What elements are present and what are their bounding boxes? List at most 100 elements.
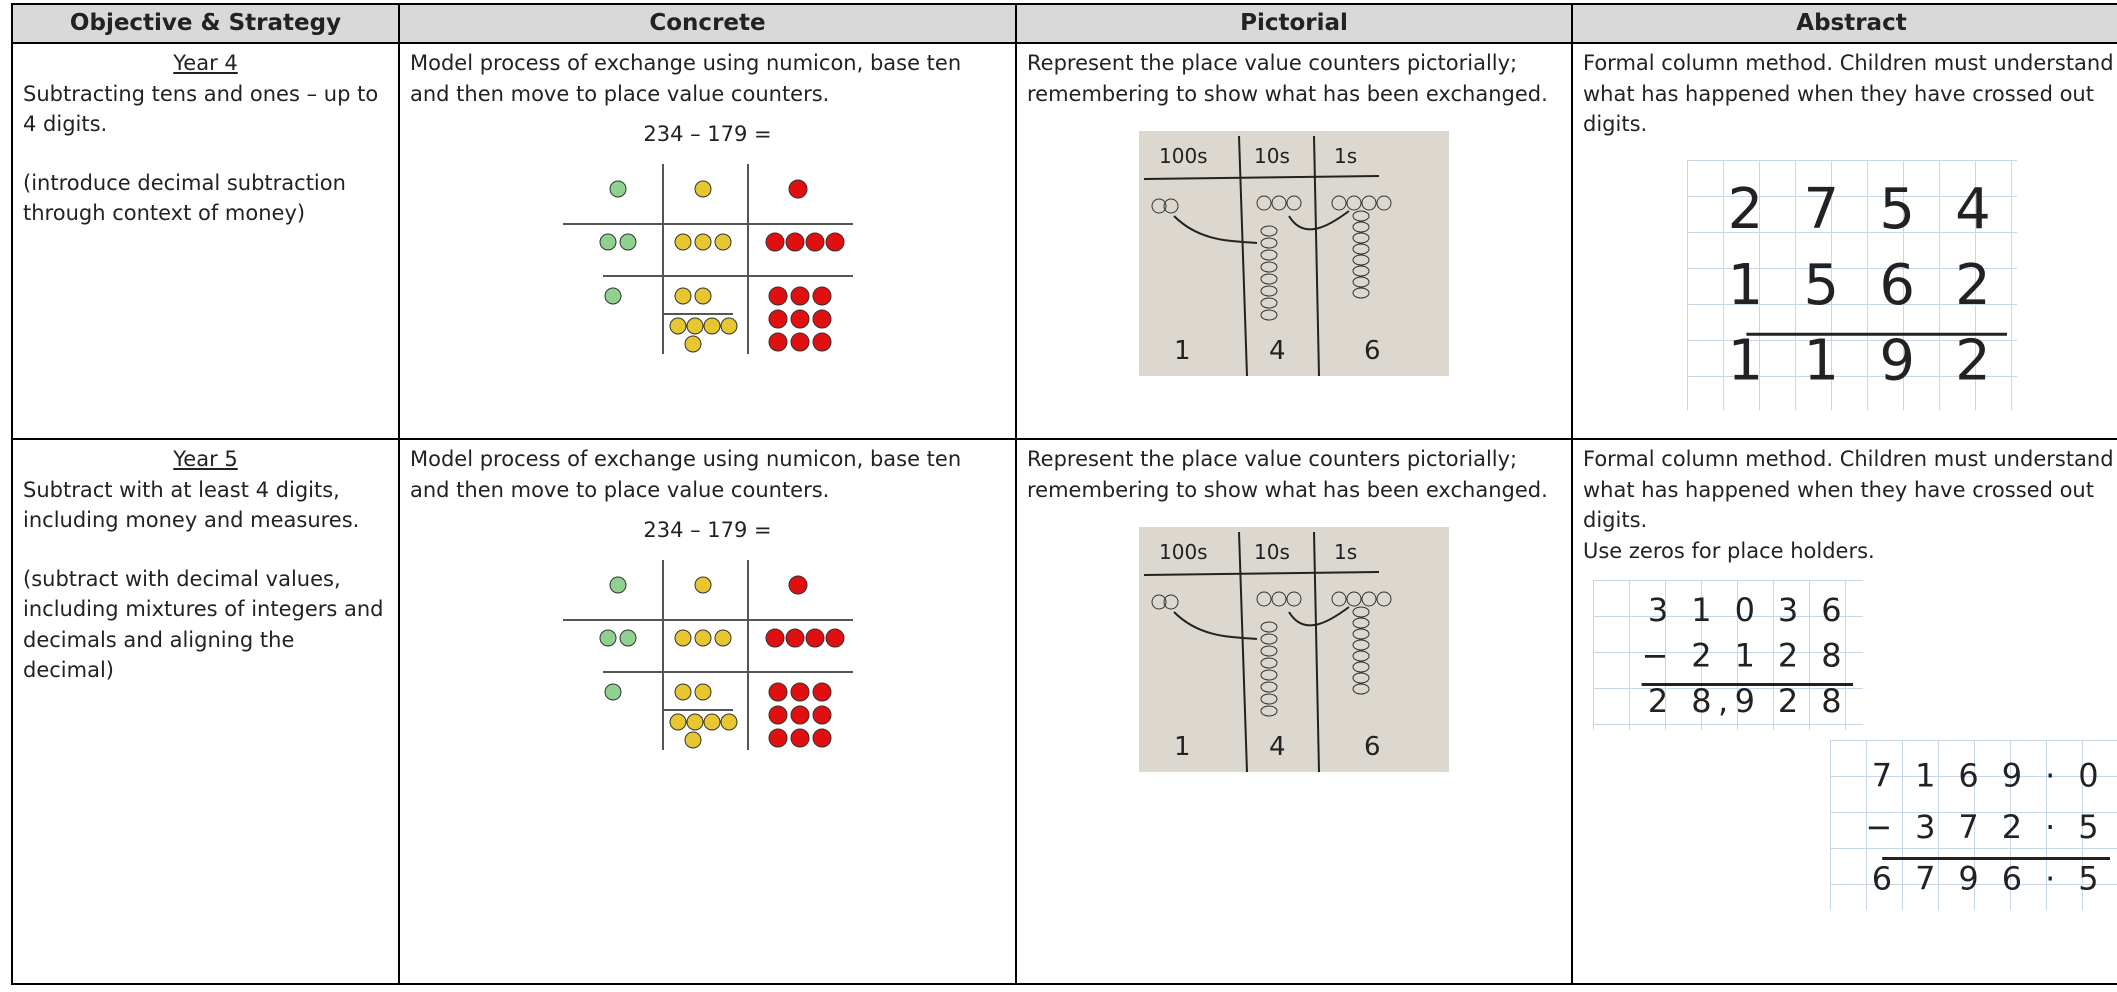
photo-column-label: 10s [1254,144,1290,168]
counter [703,317,720,335]
counter [720,317,737,335]
counter [694,576,711,594]
counters-image [562,163,853,354]
counter [674,233,691,251]
photo-digit: 6 [1364,732,1381,762]
counter [694,287,711,305]
counter [768,728,787,748]
drawn-counter [1260,633,1278,645]
abstract-cell: Formal column method. Children must unde… [1571,42,2117,441]
counter [812,728,831,748]
photo-background [1139,131,1449,377]
sum-line: − 2 1 2 8 [1641,636,1848,674]
drawn-counter [1260,621,1278,633]
pictorial-cell: Represent the place value counters picto… [1015,42,1573,441]
abstract-text: Formal column method. Children must unde… [1583,51,2114,137]
counter [609,180,626,198]
column-header: Objective & Strategy [11,2,400,45]
column-header: Abstract [1571,2,2117,45]
drawn-counter [1151,198,1167,214]
counter [674,629,691,647]
grid-paper [1686,159,2017,410]
drawn-counter [1361,195,1377,211]
objective-line: (introduce decimal subtraction through c… [23,170,346,226]
objective-text: Subtracting tens and ones – up to 4 digi… [23,79,388,229]
counter [825,628,844,648]
photo-column-label: 1s [1334,144,1357,168]
drawn-counter [1352,221,1370,233]
sum-line: 3 1 0 3 6 [1648,591,1848,629]
drawn-line [1143,571,1380,577]
counter [790,286,809,306]
drawn-line [1238,136,1248,377]
drawn-counter [1260,273,1278,285]
counter [825,232,844,252]
counter [694,180,711,198]
counter [669,713,686,731]
drawn-counter [1346,195,1362,211]
counter [790,682,809,702]
drawn-line [1238,532,1248,773]
drawn-counter [1352,606,1370,618]
drawn-counter [1260,693,1278,705]
counter [790,728,809,748]
sum-line: − 1 5 6 2 [1687,253,2002,318]
drawn-counter [1256,591,1272,607]
counter [703,713,720,731]
counter [768,332,787,352]
drawn-counter [1352,210,1370,222]
drawn-counter [1352,276,1370,288]
sum-line: 2 7 5 4 [1727,177,2001,242]
concrete-text: Model process of exchange using numicon,… [410,51,962,106]
drawn-counter [1352,243,1370,255]
column-method: 2 7 5 4 − 1 5 6 2 1 1 9 2 [1686,159,2017,410]
counter [674,683,691,701]
drawn-counter [1352,232,1370,244]
counter [765,232,784,252]
counter [805,232,824,252]
drawn-counter [1361,591,1377,607]
counter [604,287,621,305]
counter [684,335,701,353]
drawn-counter [1331,195,1347,211]
drawn-counter [1352,287,1370,299]
drawn-counter [1260,237,1278,249]
drawn-counter [1352,628,1370,640]
counters-image [562,559,853,750]
counter [785,628,804,648]
counter [768,682,787,702]
counter [714,233,731,251]
pictorial-text: Represent the place value counters picto… [1027,447,1548,502]
counter [812,332,831,352]
photo-column-label: 100s [1159,540,1208,564]
concrete-cell: Model process of exchange using numicon,… [398,42,1017,441]
drawn-counter [1260,681,1278,693]
concrete-text: Model process of exchange using numicon,… [410,447,962,502]
table-row: Year 4 Subtracting tens and ones – up to … [11,42,2117,441]
counter [812,286,831,306]
drawn-counter [1286,591,1302,607]
grid-paper [1830,740,2117,911]
counter [805,628,824,648]
drawn-counter [1376,195,1392,211]
objective-line: Subtracting tens and ones – up to 4 digi… [23,81,379,137]
drawn-line [1143,175,1380,181]
sum-line: 2 8,9 2 8 [1648,682,1848,720]
strategy-table: Objective & Strategy Concrete Pictorial Abs… [11,2,2117,986]
grid-paper [1593,580,1863,731]
column-method: 7 1 6 9 · 0 − 3 7 2 · 5 6 7 9 6 · 5 [1830,740,2117,911]
counter [714,629,731,647]
equation: 234 – 179 = [643,518,772,543]
counter [768,286,787,306]
objective-line: (subtract with decimal values, including… [23,566,384,682]
counter [785,232,804,252]
year-label: Year 5 [173,447,238,472]
drawn-counter [1260,285,1278,297]
exchange-arrow [1288,210,1350,231]
concrete-cell: Model process of exchange using numicon,… [398,438,1017,986]
table-row: Year 5 Subtract with at least 4 digits, i… [11,438,2117,986]
counter [768,309,787,329]
drawn-counter [1331,591,1347,607]
objective-text: Subtract with at least 4 digits, includi… [23,475,388,686]
sum-line: 1 1 9 2 [1727,328,2001,393]
